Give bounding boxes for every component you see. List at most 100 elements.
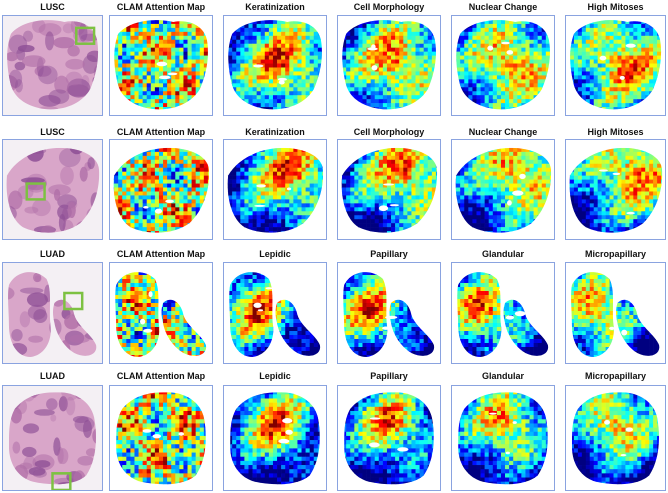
tissue-gap	[625, 427, 634, 432]
map-title: Lepidic	[259, 249, 291, 259]
attention-heatmap	[109, 15, 213, 116]
map-title: Papillary	[370, 371, 408, 381]
map-title: Keratinization	[245, 2, 305, 12]
tissue-gap	[253, 302, 262, 308]
heatmap-image	[230, 392, 320, 485]
slide-label: LUSC	[40, 127, 65, 137]
tissue-gap	[253, 64, 264, 68]
tissue-gap	[487, 45, 494, 51]
heatmap-cells	[230, 392, 320, 485]
tissue-gap	[397, 447, 409, 452]
heatmap-image	[342, 20, 436, 110]
heatmap-cells	[113, 147, 210, 233]
tissue-gap	[505, 315, 515, 320]
attention-heatmap	[223, 15, 327, 116]
tissue-gap	[254, 204, 266, 207]
tissue-gap	[506, 50, 514, 55]
heatmap-image	[571, 272, 660, 357]
tissue-gap	[371, 65, 378, 71]
tissue-gap	[505, 451, 510, 455]
tissue-gap	[383, 183, 395, 186]
map-title: High Mitoses	[587, 2, 644, 12]
attention-heatmap	[565, 262, 666, 364]
he-slide-thumbnail	[2, 15, 103, 116]
tissue-gap	[619, 75, 625, 80]
map-title: Papillary	[370, 249, 408, 259]
attention-heatmap	[451, 385, 555, 491]
heatmap-cells	[571, 392, 659, 485]
heatmap-image	[115, 272, 207, 357]
attention-heatmap	[565, 15, 666, 116]
tissue-gap	[142, 429, 152, 433]
slide-label: LUSC	[40, 2, 65, 12]
attention-heatmap	[565, 139, 666, 240]
tissue-gap	[599, 55, 607, 61]
tissue-gap	[152, 434, 162, 439]
heatmap-image	[458, 392, 548, 485]
tissue-gap	[143, 206, 149, 209]
heatmap-cells	[228, 20, 322, 110]
tissue-gap	[265, 287, 273, 290]
tissue-gap	[367, 47, 378, 51]
roi-box	[63, 291, 84, 311]
map-title: Glandular	[481, 249, 524, 259]
heatmap-cells	[342, 20, 436, 110]
map-title: CLAM Attention Map	[116, 371, 206, 381]
slide-label: LUAD	[40, 249, 65, 259]
tissue-gap	[498, 287, 508, 292]
attention-heatmap	[451, 139, 555, 240]
heatmap-cells	[344, 392, 434, 485]
tissue-gap	[501, 41, 510, 45]
tissue-gap	[507, 200, 512, 206]
tissue-gap	[257, 309, 264, 312]
slide-image	[3, 386, 102, 490]
heatmap-cells	[457, 272, 549, 357]
map-title: Micropapillary	[584, 371, 647, 381]
tissue-gap	[378, 205, 389, 212]
tissue-gap	[148, 291, 153, 298]
attention-heatmap	[223, 385, 327, 491]
tissue-gap	[612, 172, 621, 176]
heatmap-cells	[229, 272, 321, 357]
heatmap-image	[227, 147, 324, 233]
tissue-gap	[285, 429, 293, 435]
map-title: Lepidic	[259, 371, 291, 381]
tissue-gap	[599, 169, 608, 172]
heatmap-cells	[115, 272, 207, 357]
heatmap-cells	[343, 272, 435, 357]
heatmap-cells	[456, 20, 550, 110]
heatmap-image	[114, 20, 208, 110]
slide-image	[3, 263, 102, 363]
attention-heatmap	[337, 262, 441, 364]
tissue-gap	[604, 419, 611, 425]
roi-box	[75, 26, 96, 45]
map-title: Nuclear Change	[468, 2, 538, 12]
tissue-gap	[512, 421, 517, 424]
heatmap-cells	[341, 147, 438, 233]
he-stain-tissue	[7, 20, 99, 110]
tissue-gap	[278, 438, 290, 444]
tissue-gap	[489, 412, 497, 415]
heatmap-image	[569, 147, 663, 233]
heatmap-image	[228, 20, 322, 110]
tissue-gap	[277, 77, 287, 81]
attention-heatmap	[223, 262, 327, 364]
attention-heatmap	[565, 385, 666, 491]
heatmap-image	[570, 20, 662, 110]
map-title: CLAM Attention Map	[116, 2, 206, 12]
tissue-gap	[178, 432, 184, 436]
map-title: Micropapillary	[584, 249, 647, 259]
heatmap-image	[343, 272, 435, 357]
tissue-gap	[512, 190, 524, 196]
roi-box	[51, 472, 72, 490]
heatmap-image	[455, 147, 552, 233]
map-title: Glandular	[481, 371, 524, 381]
attention-heatmap	[451, 262, 555, 364]
heatmap-image	[457, 272, 549, 357]
tissue-gap	[389, 204, 400, 207]
slide-label: LUAD	[40, 371, 65, 381]
heatmap-image	[229, 272, 321, 357]
tissue-gap	[620, 454, 627, 457]
heatmap-image	[341, 147, 438, 233]
